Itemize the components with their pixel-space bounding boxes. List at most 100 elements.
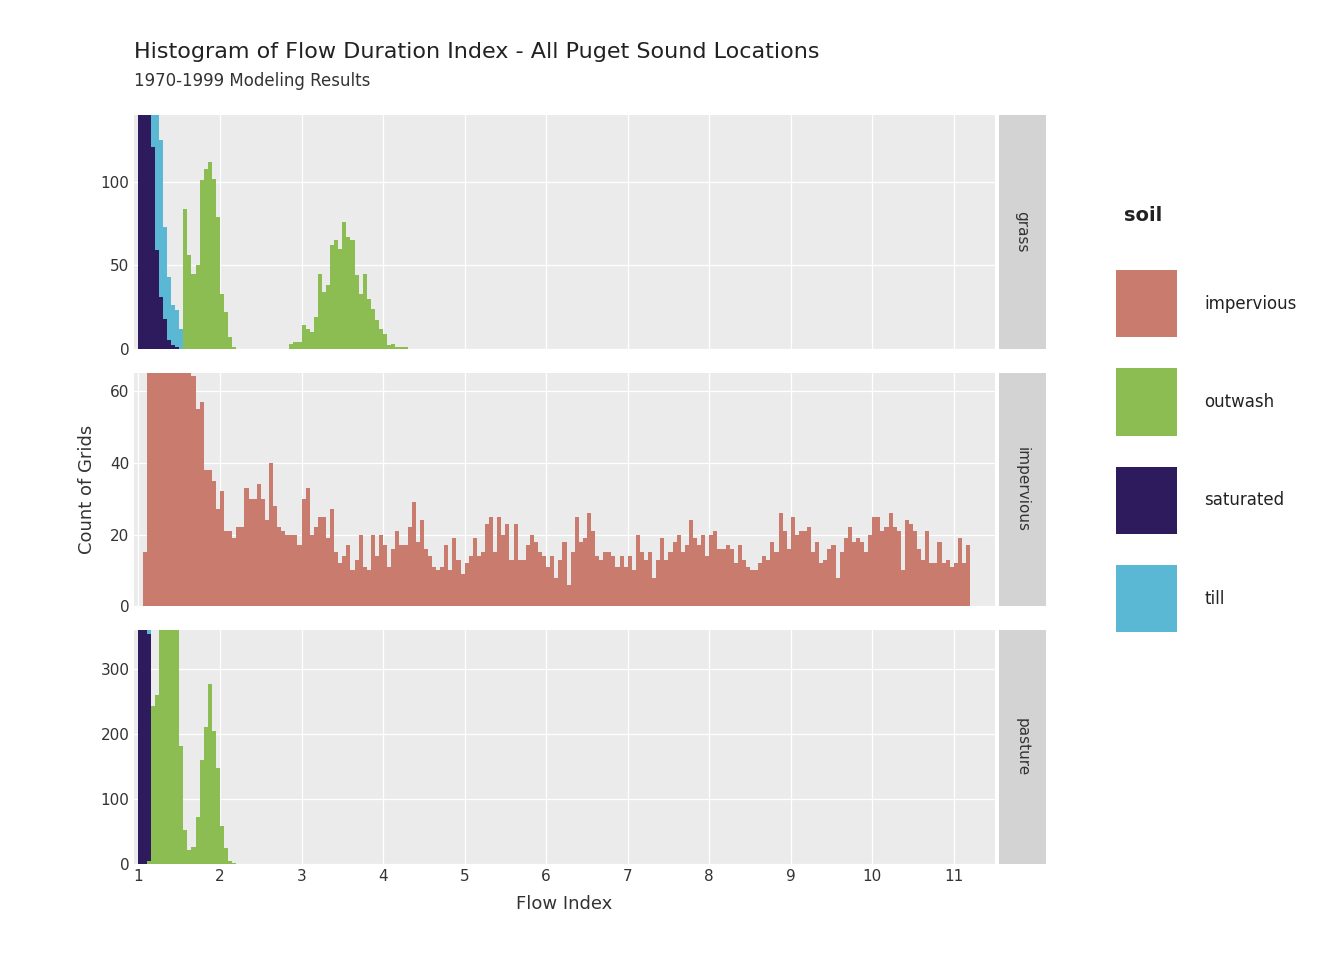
Bar <box>355 560 359 607</box>
Bar <box>734 564 738 607</box>
Bar <box>546 566 550 607</box>
Text: 1970-1999 Modeling Results: 1970-1999 Modeling Results <box>134 72 371 90</box>
Bar <box>313 527 317 607</box>
X-axis label: Flow Index: Flow Index <box>516 895 613 913</box>
Bar <box>794 535 798 607</box>
Bar <box>868 535 872 607</box>
Bar <box>824 560 828 607</box>
Bar <box>371 535 375 607</box>
Bar <box>820 564 824 607</box>
Bar <box>526 545 530 607</box>
Bar <box>195 817 200 864</box>
Bar <box>200 180 204 348</box>
Text: saturated: saturated <box>1204 492 1285 510</box>
Bar <box>363 274 367 348</box>
Bar <box>473 539 477 607</box>
Bar <box>277 527 281 607</box>
Bar <box>151 706 155 864</box>
Bar <box>359 535 363 607</box>
Bar <box>175 247 179 607</box>
Bar <box>812 553 816 607</box>
Bar <box>876 516 880 607</box>
Bar <box>159 297 163 348</box>
Bar <box>142 0 146 348</box>
Bar <box>550 556 554 607</box>
Bar <box>163 389 167 864</box>
Bar <box>379 535 383 607</box>
Bar <box>730 549 734 607</box>
Bar <box>183 208 187 348</box>
Bar <box>583 539 587 607</box>
Bar <box>668 553 672 607</box>
Bar <box>351 570 355 607</box>
FancyBboxPatch shape <box>1116 467 1177 534</box>
Bar <box>179 328 183 348</box>
Bar <box>644 560 648 607</box>
Bar <box>864 553 868 607</box>
Bar <box>403 545 407 607</box>
Bar <box>497 516 501 607</box>
Bar <box>469 556 473 607</box>
Bar <box>367 570 371 607</box>
Bar <box>575 516 579 607</box>
Bar <box>828 549 832 607</box>
Bar <box>167 341 171 348</box>
Bar <box>742 560 746 607</box>
Bar <box>317 516 323 607</box>
Bar <box>142 43 146 864</box>
Bar <box>603 553 607 607</box>
Bar <box>146 861 151 864</box>
Bar <box>766 560 770 607</box>
Bar <box>146 0 151 348</box>
Bar <box>950 566 954 607</box>
Bar <box>917 549 921 607</box>
Bar <box>191 847 195 864</box>
Bar <box>481 553 485 607</box>
Text: pasture: pasture <box>1015 718 1030 777</box>
Bar <box>335 553 339 607</box>
Bar <box>477 556 481 607</box>
Bar <box>587 513 591 607</box>
Bar <box>339 564 343 607</box>
Bar <box>151 708 155 864</box>
Bar <box>790 516 794 607</box>
Bar <box>261 498 265 607</box>
Text: Histogram of Flow Duration Index - All Puget Sound Locations: Histogram of Flow Duration Index - All P… <box>134 42 820 62</box>
Bar <box>204 727 208 864</box>
Bar <box>159 229 163 607</box>
Bar <box>411 502 415 607</box>
Bar <box>191 274 195 348</box>
Y-axis label: Count of Grids: Count of Grids <box>78 425 97 554</box>
Bar <box>155 853 159 864</box>
Text: outwash: outwash <box>1204 393 1274 411</box>
Bar <box>367 299 371 348</box>
Bar <box>159 840 163 864</box>
Bar <box>343 556 347 607</box>
Bar <box>281 531 285 607</box>
Bar <box>415 541 419 607</box>
Bar <box>371 309 375 348</box>
Bar <box>187 308 191 607</box>
Bar <box>909 524 913 607</box>
Bar <box>782 531 786 607</box>
Bar <box>485 524 489 607</box>
Bar <box>656 560 660 607</box>
Bar <box>305 488 309 607</box>
Bar <box>840 553 844 607</box>
Bar <box>159 140 163 348</box>
Bar <box>220 492 224 607</box>
Bar <box>423 549 427 607</box>
Bar <box>159 572 163 864</box>
Bar <box>431 566 435 607</box>
Bar <box>138 0 142 348</box>
Bar <box>224 531 228 607</box>
Bar <box>187 255 191 348</box>
Bar <box>774 553 778 607</box>
Bar <box>962 564 966 607</box>
Bar <box>672 541 676 607</box>
Bar <box>289 535 293 607</box>
Bar <box>816 541 820 607</box>
Bar <box>513 524 517 607</box>
Bar <box>155 251 159 348</box>
Bar <box>142 553 146 607</box>
